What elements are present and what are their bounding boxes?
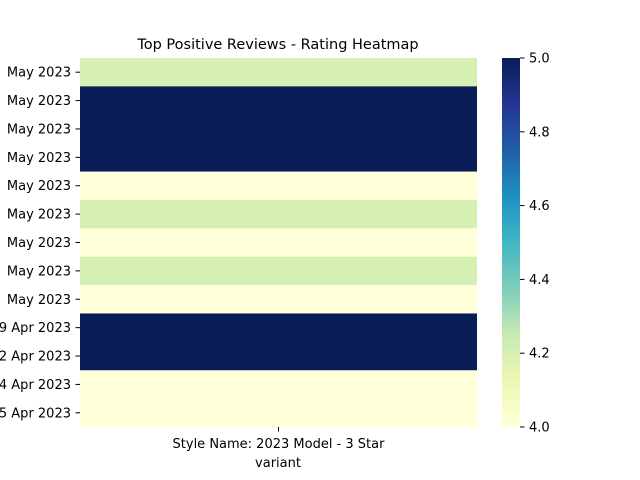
heatmap-cell bbox=[80, 370, 477, 400]
y-axis: May 2023 May 2023 May 2023 May 2023 May 2023… bbox=[0, 66, 80, 421]
x-axis: Style Name: 2023 Model - 3 Star bbox=[173, 427, 386, 452]
y-tick-label: May 2023 bbox=[7, 94, 71, 109]
colorbar-tick-label: 4.2 bbox=[529, 347, 550, 362]
y-tick-label: May 2023 bbox=[7, 293, 71, 308]
y-tick-label: 4 Apr 2023 bbox=[0, 378, 71, 393]
x-tick-label: Style Name: 2023 Model - 3 Star bbox=[173, 437, 386, 452]
heatmap-cell bbox=[80, 285, 477, 314]
y-tick-label: May 2023 bbox=[7, 264, 71, 279]
y-tick-label: May 2023 bbox=[7, 66, 71, 81]
heatmap-cell bbox=[80, 58, 477, 87]
heatmap-cell bbox=[80, 143, 477, 172]
heatmap-cell bbox=[80, 199, 477, 229]
heatmap-cell bbox=[80, 171, 477, 201]
y-tick-label: 9 Apr 2023 bbox=[0, 321, 71, 336]
colorbar-tick-label: 4.6 bbox=[529, 199, 550, 214]
colorbar-tick-label: 4.8 bbox=[529, 125, 550, 140]
heatmap-cell bbox=[80, 86, 477, 116]
y-tick-label: May 2023 bbox=[7, 179, 71, 194]
y-tick-label: May 2023 bbox=[7, 236, 71, 251]
x-axis-label: variant bbox=[255, 456, 301, 471]
heatmap-cell bbox=[80, 341, 477, 371]
heatmap-cells bbox=[80, 58, 477, 428]
heatmap-cell bbox=[80, 256, 477, 286]
heatmap-cell bbox=[80, 228, 477, 258]
heatmap-cell bbox=[80, 398, 477, 428]
colorbar bbox=[502, 58, 520, 427]
y-tick-label: May 2023 bbox=[7, 208, 71, 223]
heatmap-cell bbox=[80, 313, 477, 343]
y-tick-label: 2 Apr 2023 bbox=[0, 350, 71, 365]
y-tick-label: May 2023 bbox=[7, 151, 71, 166]
colorbar-ticks: 4.0 4.2 4.4 4.6 4.8 5.0 bbox=[520, 52, 550, 436]
colorbar-tick-label: 4.4 bbox=[529, 273, 550, 288]
chart-title: Top Positive Reviews - Rating Heatmap bbox=[136, 37, 418, 53]
colorbar-tick-label: 5.0 bbox=[529, 52, 550, 67]
y-tick-label: 5 Apr 2023 bbox=[0, 406, 71, 421]
y-tick-label: May 2023 bbox=[7, 122, 71, 137]
heatmap-cell bbox=[80, 114, 477, 144]
colorbar-tick-label: 4.0 bbox=[529, 421, 550, 436]
